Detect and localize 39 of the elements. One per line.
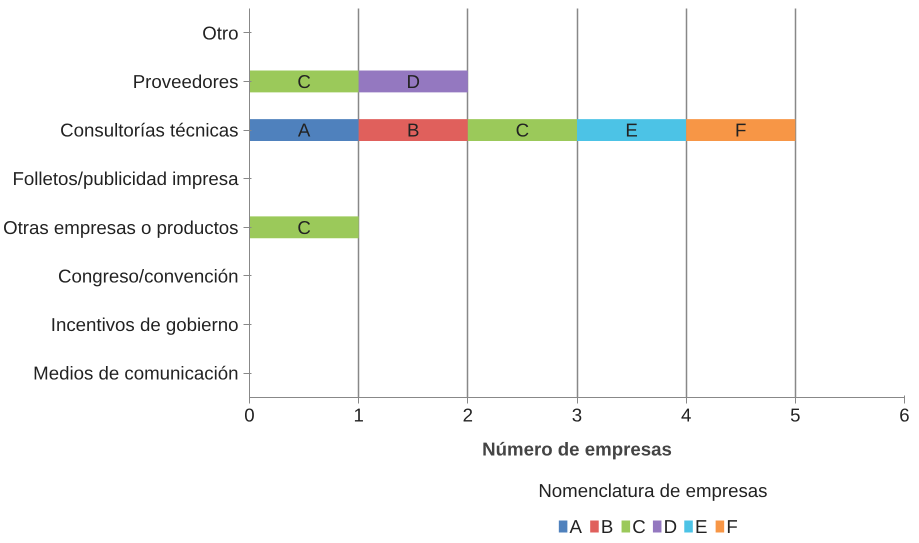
data-label: D [406,70,420,92]
legend-label: D [664,516,678,537]
x-tick-label: 5 [790,404,801,426]
x-axis-title: Número de empresas [482,438,672,460]
data-label: C [516,120,530,141]
legend-label: F [726,516,738,537]
data-label: E [625,120,638,141]
y-tick-label: Consultorías técnicas [60,120,239,141]
bar [250,70,359,92]
legend-title: Nomenclatura de empresas [538,480,768,501]
y-tick-label: Medios de comunicación [33,362,238,384]
data-label: C [297,216,311,238]
legend-label: C [632,516,646,537]
bar [250,119,359,142]
x-tick-label: 4 [680,404,692,426]
bar [468,119,577,142]
x-tick-label: 2 [462,404,474,426]
bar [358,70,468,92]
bar [250,216,359,238]
bar [577,119,686,142]
y-tick-label: Incentivos de gobierno [50,314,239,336]
data-label: B [407,120,420,141]
data-label: F [735,120,746,141]
y-tick-label: Folletos/publicidad impresa [12,168,240,190]
data-label: C [297,70,311,92]
x-tick-label: 6 [899,404,910,426]
bar [358,119,468,142]
y-tick-label: Proveedores [132,70,238,92]
bar [686,119,796,142]
data-label: A [298,120,311,141]
x-tick-label: 3 [572,404,582,426]
y-tick-label: Otro [202,22,239,44]
x-tick-label: 1 [353,404,364,426]
legend-label: E [694,516,708,537]
x-tick-label: 0 [244,404,255,426]
y-tick-label: Otras empresas o productos [3,216,239,238]
y-tick-label: Congreso/convención [58,265,239,286]
legend-label: A [570,516,583,537]
legend-label: B [600,516,614,537]
